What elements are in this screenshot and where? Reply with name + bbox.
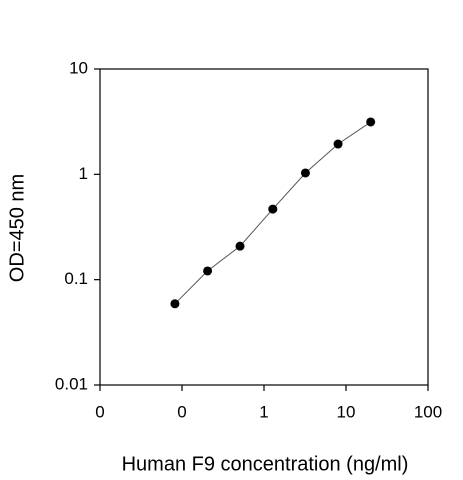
data-point — [203, 266, 213, 276]
y-tick-label: 1 — [79, 164, 88, 183]
data-point — [235, 241, 245, 251]
x-tick-label: 0 — [177, 402, 186, 421]
x-tick-label: 10 — [337, 402, 356, 421]
x-tick-label: 0 — [95, 402, 104, 421]
data-point — [300, 168, 310, 178]
x-axis-title: Human F9 concentration (ng/ml) — [122, 453, 409, 475]
y-tick-label: 0.1 — [64, 269, 88, 288]
y-axis-title: OD=450 nm — [6, 174, 28, 282]
y-tick-label: 0.01 — [55, 374, 88, 393]
plot-frame — [99, 68, 429, 386]
data-point — [268, 204, 278, 214]
y-tick-label: 10 — [69, 58, 88, 77]
data-point — [333, 139, 343, 149]
data-point — [170, 299, 180, 309]
x-tick-label: 1 — [259, 402, 268, 421]
x-tick-label: 100 — [414, 402, 442, 421]
data-point — [366, 117, 376, 127]
